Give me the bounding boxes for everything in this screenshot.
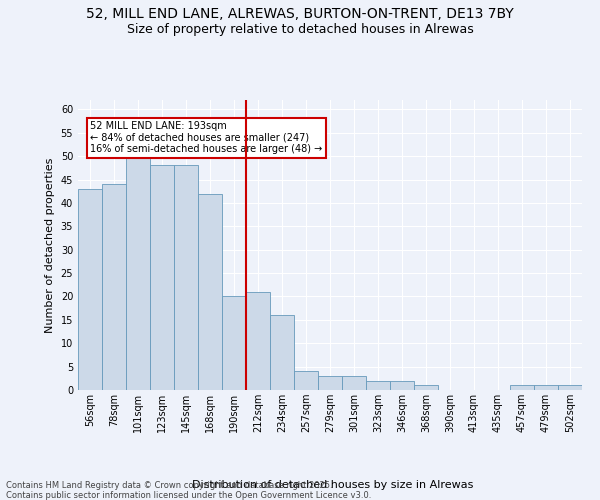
- Bar: [198, 194, 222, 390]
- Bar: [150, 166, 174, 390]
- Bar: [78, 189, 102, 390]
- Bar: [126, 156, 150, 390]
- Bar: [246, 292, 270, 390]
- Bar: [390, 380, 414, 390]
- Bar: [318, 376, 342, 390]
- Text: Distribution of detached houses by size in Alrewas: Distribution of detached houses by size …: [193, 480, 473, 490]
- Text: Contains HM Land Registry data © Crown copyright and database right 2025.
Contai: Contains HM Land Registry data © Crown c…: [6, 480, 371, 500]
- Bar: [534, 386, 558, 390]
- Bar: [414, 386, 438, 390]
- Bar: [366, 380, 390, 390]
- Bar: [558, 386, 582, 390]
- Bar: [102, 184, 126, 390]
- Text: Size of property relative to detached houses in Alrewas: Size of property relative to detached ho…: [127, 22, 473, 36]
- Text: 52 MILL END LANE: 193sqm
← 84% of detached houses are smaller (247)
16% of semi-: 52 MILL END LANE: 193sqm ← 84% of detach…: [91, 121, 323, 154]
- Bar: [174, 166, 198, 390]
- Bar: [222, 296, 246, 390]
- Bar: [294, 372, 318, 390]
- Bar: [270, 315, 294, 390]
- Y-axis label: Number of detached properties: Number of detached properties: [45, 158, 55, 332]
- Bar: [342, 376, 366, 390]
- Bar: [510, 386, 534, 390]
- Text: 52, MILL END LANE, ALREWAS, BURTON-ON-TRENT, DE13 7BY: 52, MILL END LANE, ALREWAS, BURTON-ON-TR…: [86, 8, 514, 22]
